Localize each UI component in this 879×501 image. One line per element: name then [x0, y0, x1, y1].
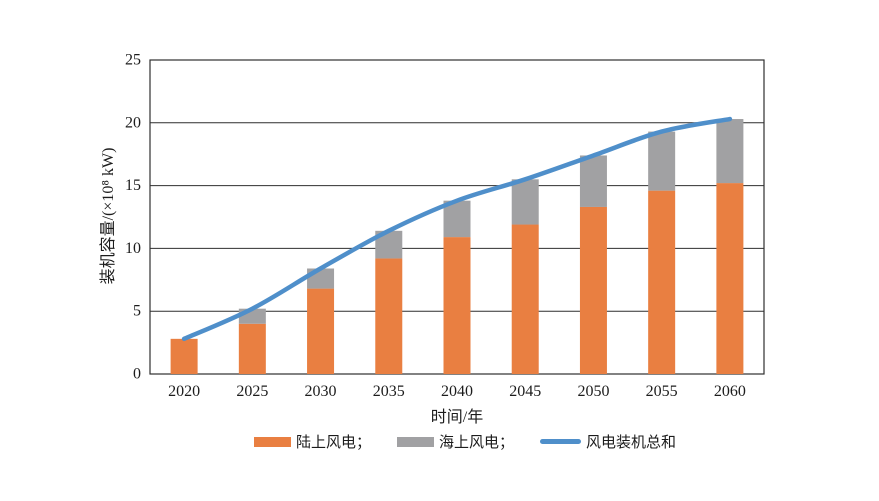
legend-label-onshore: 陆上风电；	[296, 435, 372, 451]
bar-segment-陆上风电-2020	[170, 338, 198, 374]
x-tick-label: 2035	[373, 383, 405, 400]
y-tick-label: 25	[125, 52, 141, 69]
bar-segment-陆上风电-2045	[511, 224, 539, 374]
bar-segment-陆上风电-2035	[375, 258, 403, 374]
offshore-swatch-icon	[397, 436, 435, 447]
bar-segment-陆上风电-2030	[307, 288, 335, 374]
bar-segment-陆上风电-2050	[579, 206, 607, 374]
chart-legend: 陆上风电； 海上风电； 风电装机总和	[254, 431, 676, 452]
x-tick-label: 2030	[305, 383, 337, 400]
y-tick-label: 5	[133, 303, 141, 320]
x-tick-label: 2050	[577, 383, 609, 400]
bar-segment-海上风电-2040	[443, 200, 471, 238]
total-line	[181, 116, 733, 342]
bar-segment-陆上风电-2060	[716, 183, 744, 374]
bar-segment-陆上风电-2040	[443, 237, 471, 374]
x-tick-label: 2040	[441, 383, 473, 400]
legend-item-total: 风电装机总和	[540, 431, 676, 452]
legend-item-onshore: 陆上风电；	[254, 431, 371, 452]
bar-segment-海上风电-2045	[511, 179, 539, 225]
y-axis-title: 装机容量/(×10⁸ kW)	[100, 147, 117, 285]
x-tick-label: 2020	[168, 383, 200, 400]
bar-segment-海上风电-2050	[579, 155, 607, 207]
bar-segment-陆上风电-2025	[238, 323, 266, 374]
bar-segment-海上风电-2055	[648, 131, 676, 191]
legend-item-offshore: 海上风电；	[397, 431, 514, 452]
y-tick-label: 10	[125, 240, 141, 257]
total-line-swatch-icon	[540, 439, 582, 444]
y-tick-label: 15	[125, 177, 141, 194]
legend-label-offshore: 海上风电；	[439, 435, 515, 451]
x-axis-title: 时间/年	[430, 409, 484, 426]
y-tick-label: 0	[133, 366, 141, 383]
bar-segment-海上风电-2060	[716, 119, 744, 184]
legend-label-total: 风电装机总和	[586, 435, 677, 451]
x-tick-label: 2060	[714, 383, 746, 400]
x-tick-label: 2055	[646, 383, 678, 400]
y-tick-label: 20	[125, 114, 141, 131]
x-tick-label: 2045	[509, 383, 541, 400]
bar-segment-陆上风电-2055	[648, 190, 676, 374]
x-tick-label: 2025	[236, 383, 268, 400]
onshore-swatch-icon	[254, 436, 291, 447]
